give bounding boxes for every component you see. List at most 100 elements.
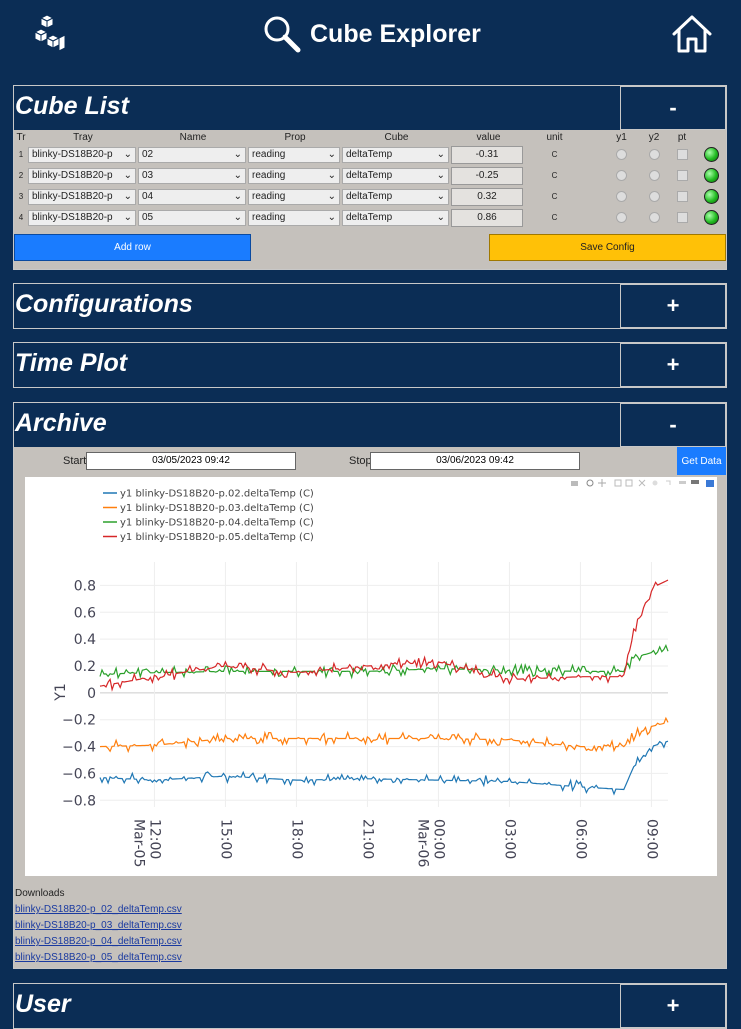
name-select[interactable]: 05 ⌄ [138,209,246,226]
reset-axes-icon[interactable] [652,480,658,486]
cube-select[interactable]: deltaTemp ⌄ [342,167,449,184]
chart-svg[interactable]: 0.8 0.6 0.4 0.2 0 −0.2 −0.4 −0.6 −0.8 12:00Mar-05… [25,477,717,876]
user-toggle-button[interactable]: + [620,984,726,1028]
archive-plot[interactable]: 0.8 0.6 0.4 0.2 0 −0.2 −0.4 −0.6 −0.8 12:00 Mar-05… [25,477,717,876]
cube-list-toggle-button[interactable]: - [620,86,726,130]
y-tick-label: 0.4 [74,632,96,648]
cube-select[interactable]: deltaTemp ⌄ [342,209,449,226]
download-link[interactable]: blinky-DS18B20-p_03_deltaTemp.csv [15,920,182,931]
download-link[interactable]: blinky-DS18B20-p_05_deltaTemp.csv [15,952,182,963]
pt-checkbox[interactable] [676,212,688,223]
chevron-down-icon: ⌄ [233,211,242,223]
camera-icon[interactable] [571,481,578,486]
top-bar: Cube Explorer [0,0,741,80]
configurations-section: Configurations + [13,283,727,329]
chevron-down-icon: ⌄ [436,190,445,202]
zoom-out-icon[interactable] [625,479,633,487]
x-tick-label: 15:00 [217,819,233,859]
pan-icon[interactable] [598,479,606,487]
download-link[interactable]: blinky-DS18B20-p_04_deltaTemp.csv [15,936,182,947]
header-pt: pt [677,131,687,143]
time-plot-toggle-button[interactable]: + [620,343,726,387]
stop-label: Stop [349,455,372,467]
download-link[interactable]: blinky-DS18B20-p_02_deltaTemp.csv [15,904,182,915]
start-date-input[interactable]: 03/05/2023 09:42 [86,452,296,470]
name-select[interactable]: 02 ⌄ [138,146,246,163]
cube-table-header: Tr Tray Name Prop Cube value unit y1 y2 … [14,130,726,144]
magnifier-icon [264,16,301,53]
y1-radio[interactable] [616,149,627,160]
y-tick-label: −0.6 [62,766,96,782]
prop-select[interactable]: reading ⌄ [248,167,340,184]
home-icon[interactable] [671,13,713,55]
hover-compare-icon[interactable] [691,480,699,484]
tray-select[interactable]: blinky-DS18B20-p ⌄ [28,146,136,163]
pt-checkbox[interactable] [676,149,688,160]
y2-radio[interactable] [648,212,660,223]
zoom-in-icon[interactable] [614,479,622,487]
legend-entry: y1 blinky-DS18B20-p.02.deltaTemp (C) [120,489,314,500]
status-led-icon [703,147,719,162]
archive-toggle-button[interactable]: - [620,403,726,447]
spike-lines-icon[interactable] [666,480,671,485]
hover-closest-icon[interactable] [679,481,686,484]
tray-select[interactable]: blinky-DS18B20-p ⌄ [28,209,136,226]
value-field: 0.32 [451,187,523,206]
y-tick-label: 0.6 [74,605,96,621]
y2-radio[interactable] [648,149,660,160]
cube-list-section: Cube List - Tr Tray Name Prop Cube value… [13,85,727,270]
pt-checkbox[interactable] [676,191,688,202]
get-data-button[interactable]: Get Data [677,447,726,475]
time-plot-title: Time Plot [15,349,128,377]
save-config-button[interactable]: Save Config [489,234,726,261]
user-section: User + [13,983,727,1029]
chevron-down-icon: ⌄ [123,169,132,181]
configurations-title: Configurations [15,290,193,318]
autoscale-icon[interactable] [638,479,646,487]
name-select[interactable]: 04 ⌄ [138,188,246,205]
cube-logo-icon[interactable] [27,14,71,56]
y1-radio[interactable] [616,170,627,181]
header-value: value [476,131,501,143]
cube-table: Tr Tray Name Prop Cube value unit y1 y2 … [14,130,726,228]
pt-checkbox[interactable] [676,170,688,181]
cube-select[interactable]: deltaTemp ⌄ [342,146,449,163]
series-line [99,716,669,754]
prop-select[interactable]: reading ⌄ [248,146,340,163]
app-title: Cube Explorer [262,12,481,56]
header-tr: Tr [16,131,26,143]
cube-select[interactable]: deltaTemp ⌄ [342,188,449,205]
x-tick-label: 00:00 [430,819,446,859]
series-line [99,740,669,796]
name-select[interactable]: 03 ⌄ [138,167,246,184]
cube-list-title: Cube List [15,92,129,120]
y2-radio[interactable] [648,191,660,202]
chevron-down-icon: ⌄ [327,169,336,181]
plot-modebar [571,479,714,487]
unit-label: C [551,171,558,180]
tray-select[interactable]: blinky-DS18B20-p ⌄ [28,188,136,205]
unit-label: C [551,192,558,201]
configurations-toggle-button[interactable]: + [620,284,726,328]
add-row-button[interactable]: Add row [14,234,251,261]
tray-select[interactable]: blinky-DS18B20-p ⌄ [28,167,136,184]
y-tick-label: −0.2 [62,713,96,729]
legend-entry: y1 blinky-DS18B20-p.05.deltaTemp (C) [120,532,314,543]
x-tick-label: 06:00 [572,819,588,859]
header-y1: y1 [616,131,627,143]
prop-select[interactable]: reading ⌄ [248,209,340,226]
y1-radio[interactable] [616,191,627,202]
time-plot-section: Time Plot + [13,342,727,388]
y1-radio[interactable] [616,212,627,223]
row-index: 4 [18,213,24,222]
stop-date-input[interactable]: 03/06/2023 09:42 [370,452,580,470]
zoom-icon[interactable] [586,479,594,487]
row-index: 1 [18,150,24,159]
app-title-text: Cube Explorer [310,19,481,48]
y2-radio[interactable] [648,170,660,181]
chevron-down-icon: ⌄ [123,148,132,160]
prop-select[interactable]: reading ⌄ [248,188,340,205]
downloads-label: Downloads [15,888,65,899]
plotly-logo-icon[interactable] [706,480,714,487]
header-y2: y2 [648,131,660,143]
